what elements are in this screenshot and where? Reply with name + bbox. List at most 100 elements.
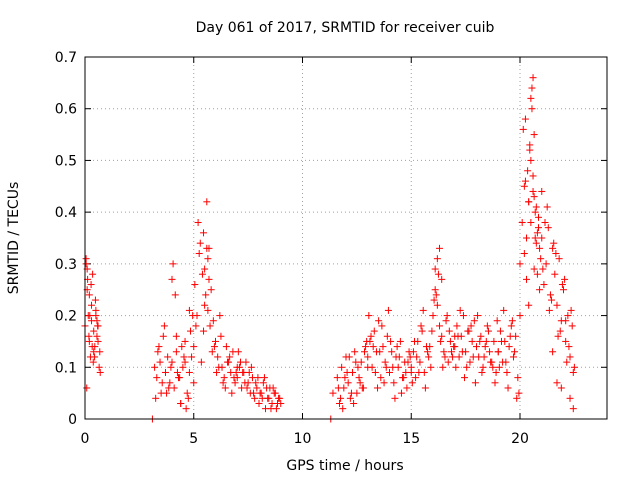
data-point (87, 281, 95, 289)
data-point (152, 394, 160, 402)
data-point (89, 270, 97, 278)
data-point (507, 322, 515, 330)
data-point (255, 399, 263, 407)
data-point (186, 327, 194, 335)
data-point (565, 343, 573, 351)
data-point (570, 363, 578, 371)
data-point (258, 394, 266, 402)
y-tick-label: 0.1 (55, 360, 77, 376)
data-point (564, 312, 572, 320)
data-point (478, 368, 486, 376)
data-point (397, 389, 405, 397)
y-tick-label: 0.7 (55, 50, 77, 66)
data-point (514, 374, 522, 382)
data-point (241, 379, 249, 387)
data-point (347, 389, 355, 397)
data-point (203, 244, 211, 252)
data-point (223, 358, 231, 366)
data-point (368, 363, 376, 371)
data-point (482, 337, 490, 345)
data-point (366, 337, 374, 345)
data-point (455, 353, 463, 361)
data-point (487, 358, 495, 366)
data-point (252, 379, 260, 387)
data-point (96, 348, 104, 356)
data-point (356, 379, 364, 387)
data-point (492, 368, 500, 376)
data-point (334, 384, 342, 392)
x-tick-label: 0 (81, 431, 90, 447)
data-point (426, 343, 434, 351)
data-point (161, 368, 169, 376)
data-point (245, 368, 253, 376)
data-point (220, 374, 228, 382)
data-point (505, 343, 513, 351)
data-point (194, 218, 202, 226)
data-point (569, 405, 577, 413)
data-point (536, 244, 544, 252)
data-point (180, 353, 188, 361)
data-point (429, 312, 437, 320)
data-point (427, 363, 435, 371)
data-point (166, 379, 174, 387)
data-point (471, 379, 479, 387)
data-point (480, 353, 488, 361)
data-point (516, 312, 524, 320)
data-point (496, 327, 504, 335)
data-point (159, 332, 167, 340)
data-point (197, 358, 205, 366)
data-point (391, 394, 399, 402)
data-point (167, 363, 175, 371)
data-point (452, 363, 460, 371)
data-point (566, 353, 574, 361)
data-point (365, 312, 373, 320)
data-point (545, 306, 553, 314)
data-point (219, 379, 227, 387)
data-point (254, 374, 262, 382)
y-tick-label: 0.6 (55, 102, 77, 118)
data-point (188, 353, 196, 361)
data-point (567, 306, 575, 314)
data-point (396, 337, 404, 345)
data-point (190, 379, 198, 387)
data-point (518, 218, 526, 226)
data-point (412, 374, 420, 382)
data-point (222, 343, 230, 351)
data-point (549, 244, 557, 252)
data-point (169, 260, 177, 268)
data-point (204, 255, 212, 263)
data-point (506, 332, 514, 340)
data-point (247, 363, 255, 371)
data-point (243, 384, 251, 392)
data-point (468, 337, 476, 345)
data-point (536, 286, 544, 294)
data-point (183, 389, 191, 397)
data-point (527, 156, 535, 164)
data-point (444, 358, 452, 366)
data-point (466, 358, 474, 366)
data-point (538, 187, 546, 195)
data-point (382, 363, 390, 371)
data-point (260, 374, 268, 382)
data-point (521, 115, 529, 123)
data-point (390, 379, 398, 387)
data-point (217, 332, 225, 340)
x-tick-label: 5 (189, 431, 198, 447)
data-point (557, 384, 565, 392)
data-point (503, 368, 511, 376)
data-point (86, 312, 94, 320)
data-point (530, 265, 538, 273)
data-point (393, 343, 401, 351)
axis-ticks: 0 0.1 0.2 0.3 0.4 0.5 0.6 0.7 0 5 10 15 20 (55, 50, 607, 447)
data-point (355, 374, 363, 382)
data-point (389, 363, 397, 371)
data-point (403, 384, 411, 392)
data-point (82, 255, 90, 263)
data-point (93, 332, 101, 340)
data-point (205, 275, 213, 283)
data-point (160, 322, 168, 330)
chart-title: Day 061 of 2017, SRMTID for receiver cui… (196, 20, 495, 36)
data-point (534, 213, 542, 221)
data-point (539, 265, 547, 273)
data-point (513, 394, 521, 402)
